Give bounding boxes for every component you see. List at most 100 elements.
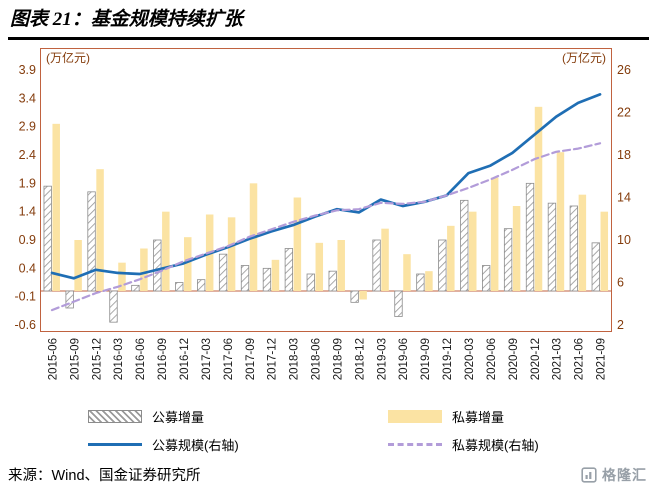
legend-label: 公募增量 (152, 410, 205, 425)
bar (271, 259, 280, 291)
legend-label: 公募规模(右轴) (152, 438, 239, 453)
line-private-scale (50, 142, 602, 312)
svg-text:2018-09: 2018-09 (332, 338, 344, 380)
svg-text:2016-06: 2016-06 (135, 338, 147, 380)
axis-tick-labels: 3.93.42.92.41.91.40.90.4-0.1-0.626221814… (14, 63, 630, 332)
bar (337, 240, 345, 291)
bar (293, 197, 302, 291)
bar (525, 182, 535, 292)
gelonghui-logo-icon (581, 466, 597, 483)
bar (284, 248, 294, 292)
bars-public-increment (43, 182, 600, 323)
gelonghui-logo: 格隆汇 (581, 465, 647, 485)
svg-text:2019-06: 2019-06 (398, 338, 410, 380)
legend-item-public-scale: 公募规模(右轴) (88, 435, 388, 454)
svg-text:2018-06: 2018-06 (311, 338, 323, 380)
svg-text:2018-03: 2018-03 (289, 338, 301, 380)
bars-private-increment (52, 106, 609, 300)
svg-text:2020-06: 2020-06 (486, 338, 498, 380)
svg-text:2019-03: 2019-03 (376, 338, 388, 380)
bar (96, 169, 104, 291)
legend-item-private-scale: 私募规模(右轴) (388, 435, 618, 454)
chart-legend: 公募增量 私募增量 公募规模(右轴) 私募规模(右轴) (88, 407, 618, 454)
bar (482, 265, 491, 292)
bar (131, 284, 140, 292)
bar (52, 123, 60, 291)
bar (175, 282, 184, 292)
bar (372, 239, 381, 292)
bar (140, 248, 148, 291)
svg-text:6: 6 (617, 276, 624, 290)
bar (447, 225, 455, 291)
right-axis-unit: (万亿元) (562, 50, 606, 65)
gelonghui-logo-text: 格隆汇 (602, 466, 647, 483)
bar (118, 262, 126, 291)
svg-text:3.4: 3.4 (19, 91, 36, 105)
svg-text:2018-12: 2018-12 (354, 338, 366, 380)
bar (262, 267, 272, 292)
plot-frame (40, 48, 612, 332)
svg-text:2017-12: 2017-12 (267, 338, 279, 380)
svg-text:2015-12: 2015-12 (91, 338, 103, 380)
svg-text:2019-09: 2019-09 (420, 338, 432, 380)
bar (240, 265, 250, 292)
bar (74, 240, 82, 291)
legend-label: 私募增量 (452, 410, 505, 425)
bar (65, 290, 74, 309)
hatched-bar-swatch (88, 410, 142, 423)
svg-text:2017-03: 2017-03 (201, 338, 213, 380)
bar (591, 242, 600, 292)
bar (381, 228, 389, 291)
bar (403, 254, 411, 291)
legend-label: 私募规模(右轴) (452, 438, 539, 453)
svg-text:2: 2 (617, 318, 624, 332)
legend-item-private-increment: 私募增量 (388, 407, 618, 426)
svg-text:2020-09: 2020-09 (508, 338, 520, 380)
svg-text:2017-06: 2017-06 (223, 338, 235, 380)
fund-scale-chart: (万亿元) (万亿元) 3.9 3.4 2.9 2.4 1.9 1.4 0.9 0.4 -0.1 -0… (14, 48, 631, 380)
svg-text:3.9: 3.9 (19, 63, 36, 77)
bar (578, 194, 587, 291)
bar (227, 217, 236, 291)
svg-text:2020-03: 2020-03 (464, 338, 476, 380)
legend-item-public-increment: 公募增量 (88, 407, 388, 426)
bar (490, 177, 499, 291)
bar (218, 253, 228, 292)
svg-text:1.4: 1.4 (19, 205, 36, 219)
svg-text:2017-09: 2017-09 (245, 338, 257, 380)
chart-title: 图表 21：基金规模持续扩张 (10, 9, 243, 30)
svg-text:-0.6: -0.6 (14, 318, 36, 332)
svg-text:2015-06: 2015-06 (47, 338, 59, 380)
blue-line-swatch (88, 443, 142, 446)
bar (556, 152, 565, 291)
bar (416, 273, 425, 292)
svg-text:22: 22 (617, 106, 631, 120)
svg-text:2021-09: 2021-09 (596, 338, 608, 380)
svg-text:18: 18 (617, 148, 631, 162)
svg-text:14: 14 (617, 191, 631, 205)
purple-dashed-line-swatch (388, 443, 442, 446)
svg-text:1.9: 1.9 (19, 176, 36, 190)
chart-area: (万亿元) (万亿元) 3.9 3.4 2.9 2.4 1.9 1.4 0.9 0.4 -0.1 -0… (0, 42, 657, 405)
bar (600, 211, 609, 291)
bar (503, 228, 513, 292)
bar (460, 199, 469, 292)
bar (547, 202, 557, 292)
left-axis-unit: (万亿元) (46, 50, 90, 65)
svg-text:2020-12: 2020-12 (530, 338, 542, 380)
bar (469, 211, 477, 291)
bar (315, 242, 324, 291)
bar (109, 290, 118, 323)
svg-text:2.4: 2.4 (19, 148, 36, 162)
bar (394, 290, 403, 317)
bar (153, 239, 162, 292)
x-axis-labels: 2015-06 2015-09 2015-12 2016-03 2016-06 2016-… (47, 338, 607, 380)
bar (162, 211, 170, 291)
svg-text:2019-12: 2019-12 (442, 338, 454, 380)
title-underline (8, 37, 649, 40)
svg-text:10: 10 (617, 233, 631, 247)
svg-text:2016-03: 2016-03 (113, 338, 125, 380)
bar (87, 191, 96, 292)
bar (512, 206, 521, 291)
